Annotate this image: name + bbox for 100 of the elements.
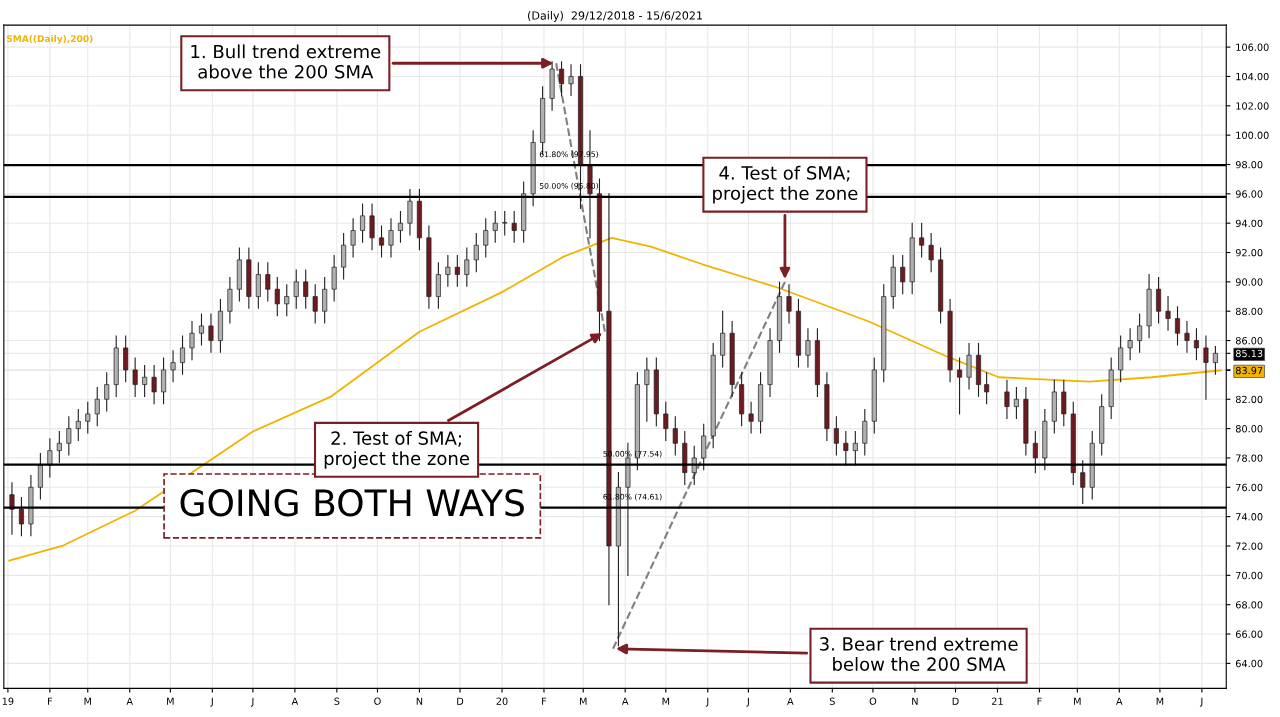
candlestick bbox=[786, 284, 792, 324]
candlestick bbox=[435, 262, 441, 309]
candlestick bbox=[322, 276, 328, 324]
candlestick bbox=[161, 357, 167, 405]
x-tick-label: M bbox=[167, 697, 174, 705]
y-tick-label: 100.00 bbox=[1236, 131, 1269, 139]
candlestick bbox=[66, 416, 72, 456]
candlestick bbox=[663, 401, 669, 441]
y-tick-label: 72.00 bbox=[1236, 542, 1263, 550]
y-tick-label: 106.00 bbox=[1236, 43, 1269, 51]
y-tick-label: 64.00 bbox=[1235, 659, 1263, 668]
candlestick bbox=[1032, 430, 1038, 474]
x-tick-label: N bbox=[416, 697, 423, 705]
y-tick-label: 96.00 bbox=[1235, 190, 1263, 198]
candlestick bbox=[966, 342, 972, 390]
candlestick bbox=[568, 64, 574, 97]
candlestick bbox=[957, 357, 963, 415]
candlestick bbox=[644, 357, 650, 422]
x-tick-label: F bbox=[542, 697, 547, 705]
candlestick bbox=[151, 364, 157, 405]
x-tick-label: O bbox=[374, 697, 381, 705]
candlestick bbox=[1156, 276, 1162, 324]
candlestick bbox=[1174, 306, 1181, 346]
candlestick bbox=[502, 210, 508, 236]
x-tick-label: F bbox=[48, 697, 53, 705]
candlestick bbox=[1212, 345, 1218, 375]
candlestick bbox=[483, 218, 489, 258]
x-tick-label: D bbox=[952, 697, 959, 705]
text: SMA((Daily),200) bbox=[6, 35, 93, 44]
candlestick bbox=[198, 313, 204, 346]
candlestick bbox=[473, 232, 479, 273]
x-tick-label: N bbox=[912, 697, 918, 705]
candlestick bbox=[672, 416, 678, 456]
candlestick bbox=[1127, 328, 1133, 361]
x-tick-label: A bbox=[787, 697, 794, 705]
candlestick bbox=[691, 445, 697, 485]
y-tick-label: 78.00 bbox=[1236, 454, 1263, 462]
candlestick bbox=[464, 247, 470, 287]
x-tick-label: D bbox=[457, 697, 464, 705]
y-tick-label: 83.97 bbox=[1235, 366, 1263, 375]
candlestick bbox=[748, 401, 754, 434]
x-tick-label: 21 bbox=[991, 697, 1003, 705]
x-tick-label: O bbox=[869, 697, 877, 705]
candlestick bbox=[180, 335, 186, 375]
candlestick bbox=[94, 386, 100, 427]
candlestick bbox=[274, 276, 280, 317]
y-tick-label: 90.00 bbox=[1235, 278, 1263, 286]
y-tick-label: 85.13 bbox=[1235, 349, 1263, 358]
candlestick bbox=[701, 423, 707, 471]
candlestick bbox=[208, 313, 214, 353]
candlestick bbox=[123, 335, 129, 383]
candlestick bbox=[919, 222, 925, 258]
candlestick bbox=[984, 372, 990, 405]
x-tick-label: A bbox=[621, 697, 629, 705]
candlestick bbox=[445, 254, 451, 287]
y-tick-label: 70.00 bbox=[1236, 571, 1263, 580]
candlestick bbox=[379, 225, 385, 258]
candlestick bbox=[511, 210, 517, 243]
candlestick bbox=[142, 364, 148, 397]
x-tick-label: 19 bbox=[2, 697, 14, 705]
x-tick-label: J bbox=[210, 697, 213, 707]
x-tick-label: A bbox=[1116, 697, 1123, 705]
candlestick bbox=[397, 210, 403, 243]
candlestick bbox=[1080, 460, 1086, 504]
candlestick bbox=[1137, 313, 1143, 353]
candlestick bbox=[303, 269, 309, 309]
candlestick bbox=[852, 430, 858, 466]
candlestick bbox=[720, 310, 726, 368]
candlestick bbox=[559, 61, 565, 97]
candlestick bbox=[1061, 379, 1067, 427]
y-tick-label: 66.00 bbox=[1235, 630, 1263, 638]
candlestick bbox=[1184, 320, 1190, 353]
candlestick bbox=[341, 232, 347, 280]
x-tick-label: J bbox=[250, 697, 254, 707]
x-tick-label: S bbox=[334, 697, 340, 705]
y-tick-label: 76.00 bbox=[1236, 483, 1263, 492]
candlestick bbox=[1004, 379, 1010, 419]
candlestick bbox=[407, 188, 413, 236]
y-tick-label: 86.00 bbox=[1235, 337, 1263, 345]
candlestick bbox=[1013, 386, 1019, 419]
candlestick bbox=[331, 254, 337, 302]
candlestick bbox=[388, 218, 394, 258]
candlestick bbox=[833, 416, 839, 456]
x-tick-label: S bbox=[829, 697, 835, 705]
candlestick bbox=[360, 203, 366, 243]
candlestick bbox=[805, 328, 811, 368]
candlestick bbox=[1165, 295, 1171, 331]
y-tick-label: 92.00 bbox=[1235, 249, 1263, 257]
candlestick bbox=[56, 430, 62, 463]
candlestick bbox=[75, 408, 81, 441]
candlestick bbox=[189, 320, 195, 361]
y-tick-label: 74.00 bbox=[1236, 513, 1263, 521]
candlestick bbox=[104, 372, 110, 412]
annotation: GOING BOTH WAYS bbox=[180, 489, 524, 517]
chart-title: (Daily) 29/12/2018 - 15/6/2021 bbox=[528, 11, 702, 22]
candlestick bbox=[900, 254, 906, 295]
candlestick bbox=[132, 357, 138, 397]
candlestick bbox=[9, 482, 15, 535]
annotation: 2. Test of SMA; project the zone bbox=[324, 430, 470, 469]
x-tick-label: M bbox=[579, 697, 587, 705]
